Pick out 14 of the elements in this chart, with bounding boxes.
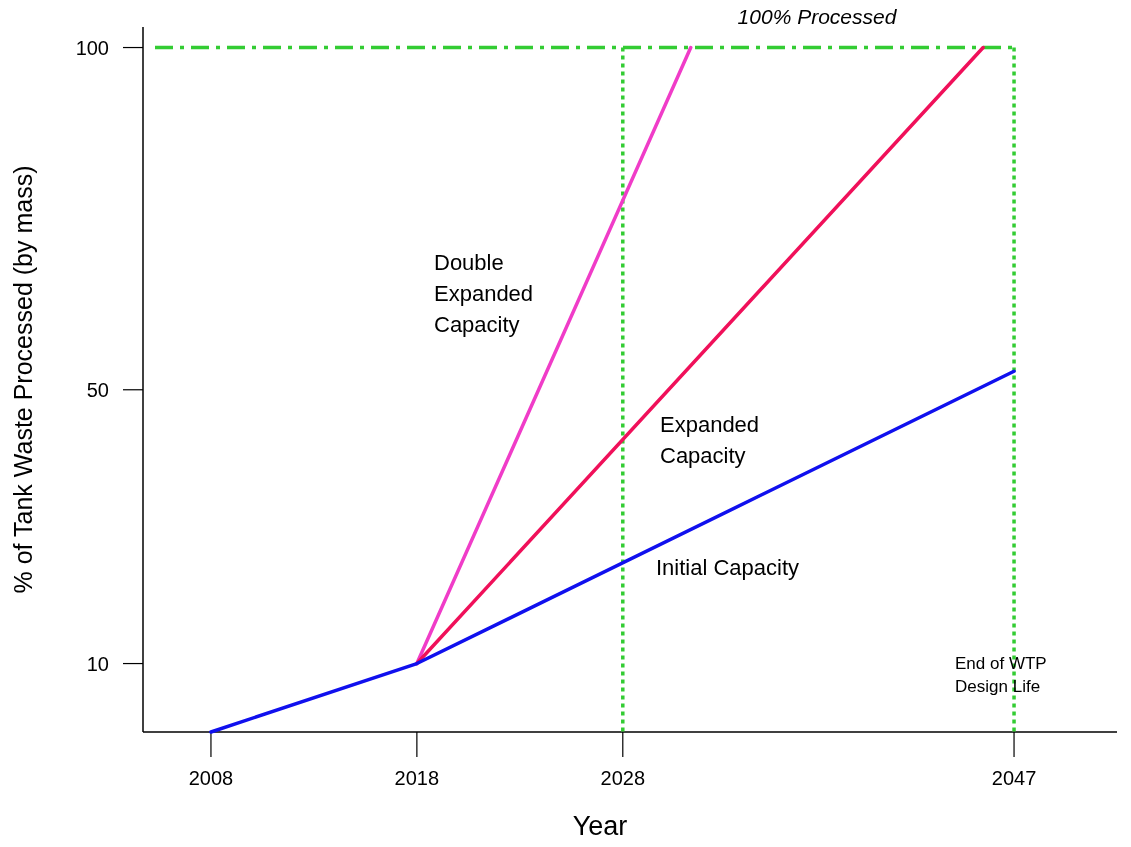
- x-tick-label: 2028: [600, 767, 646, 789]
- x-tick-label: 2008: [188, 767, 234, 789]
- y-tick-label: 10: [86, 652, 109, 675]
- series-label: Double Expanded Capacity: [434, 250, 534, 337]
- series-label: Initial Capacity: [656, 555, 800, 580]
- series-label: Expanded Capacity: [660, 412, 760, 468]
- x-axis-title: Year: [572, 811, 628, 841]
- y-axis-title: % of Tank Waste Processed (by mass): [9, 165, 37, 594]
- ref-line-label: 100% Processed: [737, 4, 898, 28]
- x-tick-label: 2018: [394, 767, 440, 789]
- y-tick-label: 50: [86, 378, 109, 401]
- ref-line-label: End of WTP Design Life: [955, 654, 1047, 696]
- x-tick-label: 2047: [991, 767, 1037, 789]
- y-tick-label: 100: [75, 36, 109, 59]
